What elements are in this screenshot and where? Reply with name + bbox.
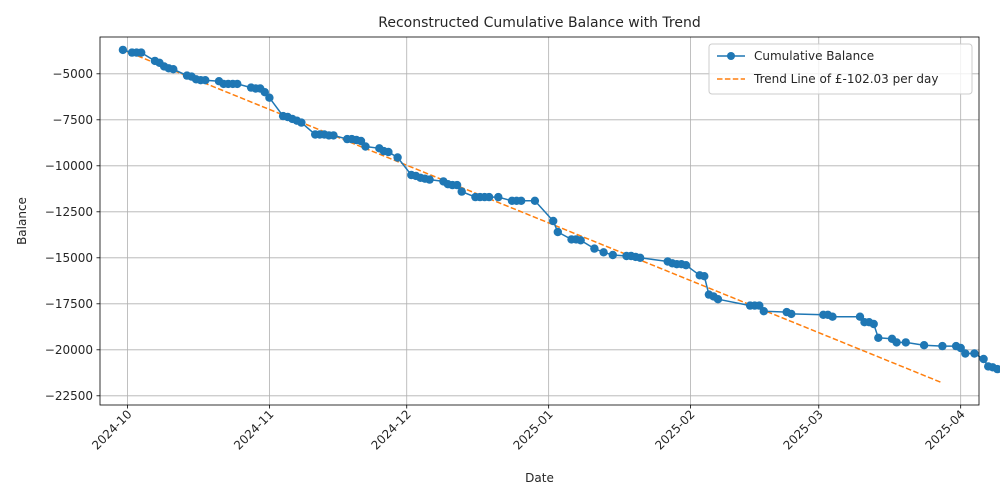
data-point: [530, 196, 540, 205]
y-tick-label: −17500: [45, 297, 93, 311]
data-point: [901, 338, 910, 347]
data-point: [452, 180, 462, 190]
data-point: [457, 187, 466, 196]
data-point: [938, 341, 947, 351]
legend-label-trend-line: Trend Line of £-102.03 per day: [753, 72, 938, 86]
legend-label-cumulative-balance: Cumulative Balance: [754, 49, 874, 63]
data-point: [700, 272, 709, 281]
data-point: [590, 244, 599, 253]
data-point: [576, 236, 585, 245]
plot-frame: [99, 36, 980, 406]
data-point: [118, 45, 128, 55]
trend-line: [122, 49, 943, 384]
data-point: [608, 250, 617, 260]
data-point: [892, 338, 901, 347]
data-point: [297, 118, 306, 127]
data-point: [517, 196, 526, 205]
data-point: [137, 48, 146, 57]
data-point: [233, 79, 242, 89]
data-point: [759, 307, 768, 316]
data-point: [713, 295, 723, 304]
data-point: [494, 192, 503, 202]
data-point: [828, 312, 837, 321]
data-point: [484, 192, 494, 202]
y-tick-label: −7500: [52, 113, 93, 127]
data-point: [553, 227, 562, 237]
data-point: [970, 349, 979, 358]
y-tick-label: −15000: [45, 251, 93, 265]
data-point: [201, 76, 210, 85]
chart-title: Reconstructed Cumulative Balance with Tr…: [378, 15, 701, 31]
data-point: [874, 333, 883, 342]
data-point: [549, 216, 558, 226]
data-point: [961, 349, 970, 358]
y-tick-label: −20000: [45, 343, 93, 357]
data-point: [393, 153, 402, 162]
data-point: [997, 365, 1000, 373]
data-point: [787, 309, 796, 319]
data-point: [979, 354, 988, 364]
y-tick-label: −10000: [45, 159, 93, 173]
data-point: [425, 175, 434, 184]
grid-lines: [100, 37, 979, 405]
data-point: [329, 131, 338, 140]
data-point: [265, 93, 274, 102]
data-point: [956, 343, 965, 353]
x-axis-label: Date: [525, 471, 554, 485]
y-axis-label: Balance: [15, 197, 29, 245]
data-point: [919, 341, 929, 350]
y-tick-label: −12500: [45, 205, 93, 219]
data-point: [599, 248, 608, 257]
data-point: [869, 319, 878, 329]
data-point: [755, 301, 764, 310]
data-point: [636, 253, 645, 262]
y-tick-label: −5000: [52, 67, 93, 81]
data-point: [384, 147, 393, 157]
legend-marker-cumulative-balance: [727, 52, 735, 60]
data-point: [169, 65, 178, 74]
legend: Cumulative Balance Trend Line of £-102.0…: [708, 43, 973, 95]
y-tick-label: −22500: [45, 389, 93, 403]
data-point: [260, 88, 269, 97]
data-point: [361, 142, 370, 151]
series-layer: [118, 45, 1000, 384]
data-point: [681, 261, 691, 270]
legend-box: [708, 43, 973, 95]
